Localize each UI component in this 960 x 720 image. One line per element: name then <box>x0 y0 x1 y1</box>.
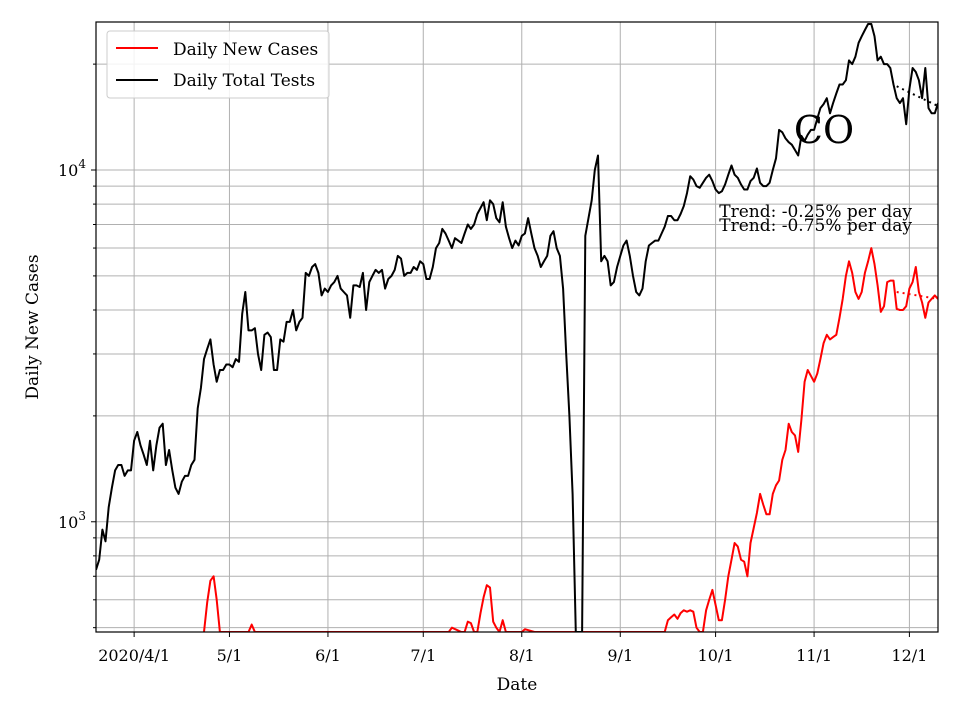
x-tick-label: 7/1 <box>410 646 436 665</box>
x-tick-label: 6/1 <box>315 646 341 665</box>
trend-annotation-upper: Trend: -0.25% per day <box>719 202 912 222</box>
x-tick-label: 5/1 <box>217 646 243 665</box>
x-tick-label: 9/1 <box>607 646 633 665</box>
x-tick-label: 11/1 <box>796 646 832 665</box>
y-tick-label: 104 <box>58 157 86 180</box>
x-tick-label: 12/1 <box>891 646 927 665</box>
plot-frame <box>95 21 939 633</box>
y-axis-label: Daily New Cases <box>23 254 43 399</box>
legend: Daily New Cases Daily Total Tests <box>106 30 330 99</box>
tests-line <box>96 23 938 632</box>
legend-label-tests: Daily Total Tests <box>173 71 315 91</box>
legend-box <box>106 30 330 99</box>
ticks-layer: 2020/4/1 5/1 6/1 7/1 8/1 9/1 10/1 11/1 12/1 103 10… <box>58 63 927 665</box>
cases-line <box>203 247 938 632</box>
x-axis-label: Date <box>497 675 538 695</box>
state-label: CO <box>794 108 854 152</box>
x-tick-label: 8/1 <box>509 646 535 665</box>
grid-layer <box>96 22 938 632</box>
series-layer <box>96 23 938 632</box>
trend-annotation-lower: Trend: -0.75% per day <box>719 216 912 236</box>
legend-label-cases: Daily New Cases <box>173 40 318 60</box>
trend-line-upper <box>896 85 938 107</box>
x-tick-label: 2020/4/1 <box>98 646 170 665</box>
y-tick-label: 103 <box>58 509 86 532</box>
trend-line-lower <box>896 291 938 300</box>
x-tick-label: 10/1 <box>698 646 734 665</box>
